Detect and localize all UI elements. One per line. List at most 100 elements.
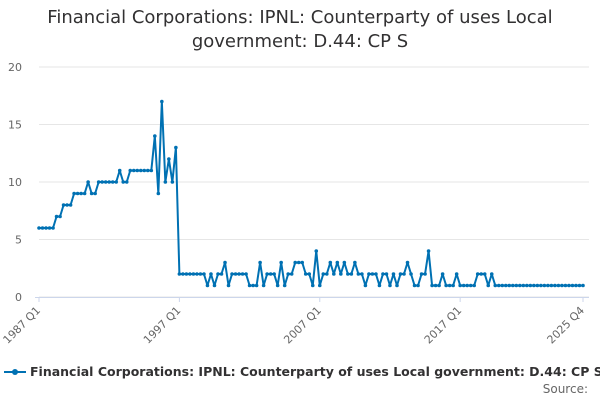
data-point xyxy=(202,272,206,276)
data-point xyxy=(479,272,484,276)
data-point xyxy=(135,168,140,173)
data-point xyxy=(461,283,466,288)
data-point xyxy=(356,272,361,276)
data-point xyxy=(370,272,375,276)
data-point xyxy=(114,180,119,184)
data-point xyxy=(61,203,66,207)
data-point xyxy=(174,145,178,150)
data-point xyxy=(388,283,392,288)
data-point xyxy=(426,249,431,253)
data-point xyxy=(381,272,385,276)
data-point xyxy=(93,191,97,196)
data-point xyxy=(163,180,168,184)
data-point xyxy=(307,272,312,276)
data-point xyxy=(451,283,455,288)
data-point xyxy=(138,168,143,173)
data-point xyxy=(581,283,585,288)
data-point xyxy=(89,191,94,196)
data-point xyxy=(177,272,182,276)
data-point xyxy=(289,272,294,276)
data-point xyxy=(153,134,157,138)
chart-title-line-2: government: D.44: CP S xyxy=(191,31,409,52)
data-point xyxy=(402,272,406,276)
data-point xyxy=(391,272,396,276)
data-point xyxy=(244,272,248,276)
data-point xyxy=(412,283,417,288)
data-point xyxy=(230,272,234,276)
data-point xyxy=(65,203,69,207)
line-chart: 0 5 10 15 20 1987 Q1 1997 Q1 2007 Q1 2017 Q1 202… xyxy=(1,61,589,346)
data-point xyxy=(191,272,196,276)
data-point xyxy=(560,283,564,288)
data-point xyxy=(265,272,269,276)
data-point xyxy=(275,283,280,288)
data-point xyxy=(486,283,491,288)
x-tick-label: 2017 Q1 xyxy=(422,304,465,347)
legend-item-label: Financial Corporations: IPNL: Counterpar… xyxy=(30,364,600,379)
data-point xyxy=(493,283,498,288)
data-point xyxy=(521,283,526,288)
data-point xyxy=(251,283,255,288)
data-point xyxy=(103,180,108,184)
source-label: Source: xyxy=(542,382,588,396)
x-tick-label: 1987 Q1 xyxy=(1,304,44,347)
data-point xyxy=(131,168,136,173)
data-point xyxy=(328,260,333,265)
data-point xyxy=(528,283,533,288)
data-point xyxy=(167,157,171,161)
data-point xyxy=(489,272,494,276)
data-point xyxy=(216,272,220,276)
data-point xyxy=(367,272,371,276)
data-point xyxy=(310,283,315,288)
data-point xyxy=(430,283,434,288)
data-point xyxy=(47,226,52,230)
data-point xyxy=(332,272,336,276)
data-point xyxy=(447,283,452,288)
data-point xyxy=(286,272,290,276)
data-point xyxy=(567,283,571,288)
data-point xyxy=(170,180,175,184)
data-point xyxy=(374,272,378,276)
legend[interactable]: Financial Corporations: IPNL: Counterpar… xyxy=(4,364,600,379)
data-point xyxy=(117,168,122,173)
data-point xyxy=(405,260,410,265)
data-point xyxy=(518,283,522,288)
data-point xyxy=(254,283,259,288)
data-point xyxy=(500,283,505,288)
legend-swatch-icon xyxy=(4,365,26,379)
data-point xyxy=(96,180,101,184)
data-point xyxy=(437,283,441,288)
data-point xyxy=(398,272,403,276)
data-point xyxy=(339,272,343,276)
data-point xyxy=(553,283,557,288)
data-point xyxy=(475,272,480,276)
data-point xyxy=(384,272,389,276)
data-point xyxy=(219,272,224,276)
data-point xyxy=(149,168,154,173)
data-point xyxy=(40,226,45,230)
data-point xyxy=(535,283,540,288)
data-point xyxy=(272,272,276,276)
chart-title-line-1: Financial Corporations: IPNL: Counterpar… xyxy=(47,7,553,28)
series-line-path xyxy=(39,100,583,287)
data-point xyxy=(209,272,213,276)
data-point xyxy=(353,260,357,265)
data-point xyxy=(549,283,554,288)
data-point xyxy=(314,249,319,253)
data-point xyxy=(577,283,582,288)
data-point xyxy=(321,272,326,276)
data-point xyxy=(37,226,41,230)
x-axis: 1987 Q1 1997 Q1 2007 Q1 2017 Q1 2025 Q4 xyxy=(1,297,589,346)
data-point xyxy=(261,283,266,288)
data-point xyxy=(100,180,104,184)
y-tick-label-5: 5 xyxy=(15,234,22,247)
data-point xyxy=(107,180,111,184)
data-point xyxy=(458,283,462,288)
data-point xyxy=(128,168,133,173)
data-point xyxy=(195,272,199,276)
data-point xyxy=(79,191,83,196)
data-point xyxy=(237,272,241,276)
data-point xyxy=(300,260,305,265)
data-point xyxy=(496,283,501,288)
data-point xyxy=(335,260,340,265)
